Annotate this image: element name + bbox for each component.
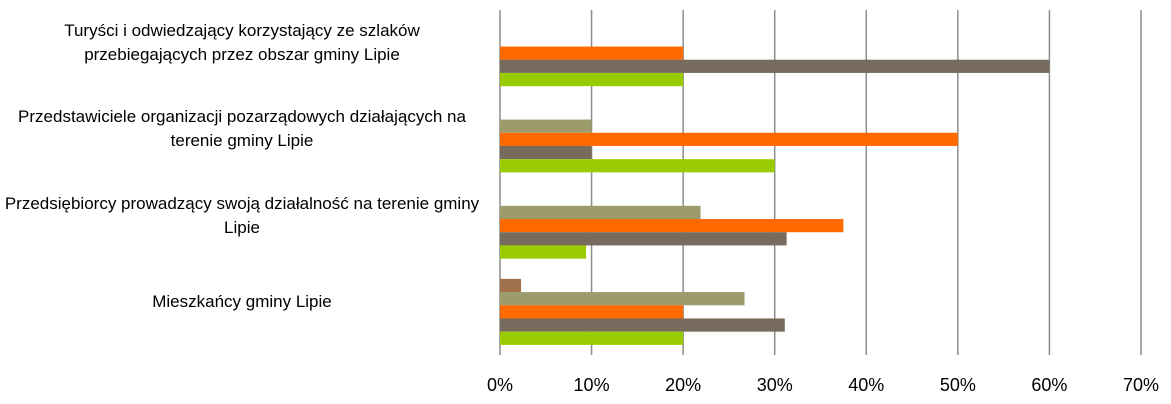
y-tick-label: Przedsiębiorcy prowadzący swoją działaln… <box>4 193 480 237</box>
x-tick-label: 20% <box>665 375 701 395</box>
x-tick-label: 30% <box>757 375 793 395</box>
bar <box>500 232 787 246</box>
bar <box>500 72 684 87</box>
bar <box>500 278 522 293</box>
y-tick-label: Turyści i odwiedzający korzystający ze s… <box>64 21 420 65</box>
y-tick-label: Mieszkańcy gminy Lipie <box>152 291 332 311</box>
bar <box>500 145 592 160</box>
x-tick-label: 10% <box>574 375 610 395</box>
x-tick-label: 60% <box>1031 375 1067 395</box>
bar <box>500 59 1050 73</box>
x-tick-label: 70% <box>1123 375 1159 395</box>
bar <box>500 305 684 319</box>
x-tick-label: 40% <box>848 375 884 395</box>
bar <box>500 205 701 220</box>
x-tick-label: 0% <box>487 375 513 395</box>
x-tick-label: 50% <box>940 375 976 395</box>
bar <box>500 292 745 306</box>
y-tick-label: Przedstawiciele organizacji pozarządowyc… <box>18 107 466 151</box>
bar <box>500 119 592 133</box>
bar <box>500 46 684 60</box>
bar <box>500 331 684 345</box>
bar <box>500 318 785 332</box>
bar <box>500 159 775 173</box>
bar <box>500 219 844 233</box>
bar <box>500 245 587 259</box>
bar <box>500 132 958 146</box>
